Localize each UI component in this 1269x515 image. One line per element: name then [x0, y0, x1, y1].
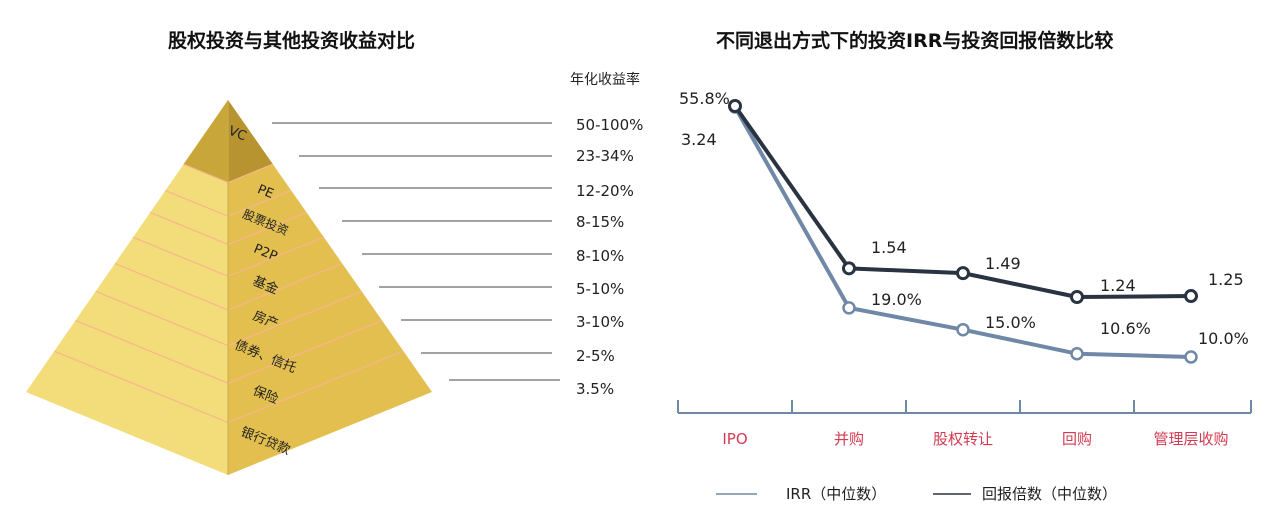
multiple-data-label: 1.54 — [871, 238, 907, 257]
irr-data-label: 10.6% — [1100, 319, 1151, 338]
multiple-point — [842, 261, 856, 276]
multiple-point — [1184, 289, 1198, 304]
irr-point — [956, 322, 970, 337]
legend-multiple-label: 回报倍数（中位数） — [982, 485, 1117, 503]
irr-data-label: 15.0% — [985, 313, 1036, 332]
yield-value-label: 3-10% — [576, 313, 624, 331]
irr-point — [1070, 346, 1084, 361]
irr-data-label: 19.0% — [871, 290, 922, 309]
irr-data-label: 55.8% — [679, 89, 730, 108]
line-chart-title: 不同退出方式下的投资IRR与投资回报倍数比较 — [716, 30, 1114, 52]
yield-value-label: 8-15% — [576, 213, 624, 231]
multiple-point — [956, 266, 970, 281]
category-label: 股权转让 — [933, 430, 993, 448]
irr-point — [1184, 350, 1198, 364]
category-label: 回购 — [1062, 430, 1092, 448]
multiple-data-label: 1.49 — [985, 254, 1021, 273]
yield-value-label: 12-20% — [576, 182, 634, 200]
yield-value-label: 23-34% — [576, 147, 634, 165]
yield-value-label: 50-100% — [576, 116, 643, 134]
category-label: IPO — [722, 430, 747, 448]
yield-value-label: 5-10% — [576, 280, 624, 298]
multiple-data-label: 1.24 — [1100, 276, 1136, 295]
yield-column-header: 年化收益率 — [570, 71, 640, 88]
irr-point — [842, 301, 856, 315]
yield-value-label: 8-10% — [576, 247, 624, 265]
category-label: 管理层收购 — [1153, 430, 1228, 448]
pyramid-apex-side — [228, 100, 273, 183]
pyramid-tier-label: VC — [226, 124, 248, 145]
multiple-data-label: 1.25 — [1208, 270, 1244, 289]
yield-value-label: 3.5% — [576, 380, 614, 398]
pyramid-apex-tier — [183, 100, 228, 183]
multiple-point — [1070, 290, 1084, 304]
pyramid-chart-title: 股权投资与其他投资收益对比 — [168, 30, 416, 52]
irr-data-label: 10.0% — [1198, 329, 1249, 348]
multiple-point — [728, 99, 742, 113]
pyramid-tier-label: PE — [255, 182, 276, 202]
pyramid-right-face — [228, 100, 432, 475]
multiple-data-label: 3.24 — [681, 130, 717, 149]
yield-value-label: 2-5% — [576, 347, 615, 365]
pyramid-left-face — [26, 100, 228, 475]
legend-irr-label: IRR（中位数） — [786, 485, 886, 503]
category-label: 并购 — [834, 430, 864, 448]
